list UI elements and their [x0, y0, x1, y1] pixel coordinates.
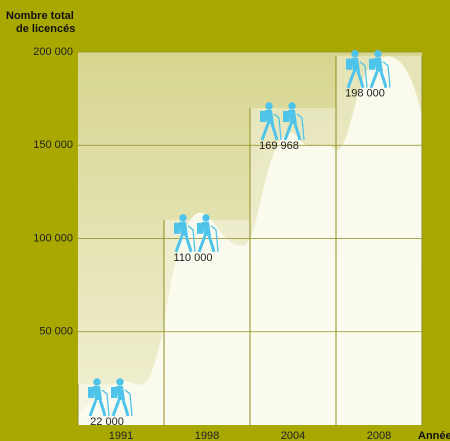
value-label: 110 000: [174, 252, 213, 264]
hiker-pack: [197, 223, 203, 234]
hiker-pack: [111, 387, 117, 398]
y-tick-label: 200 000: [33, 46, 73, 58]
hiker-head: [94, 379, 100, 385]
hiker-head: [266, 103, 272, 109]
y-tick-label: 150 000: [33, 139, 73, 151]
hiker-head: [180, 215, 186, 221]
hiker-head: [375, 51, 381, 57]
value-label: 198 000: [345, 88, 385, 100]
y-tick-label: 50 000: [39, 326, 73, 338]
hiker-head: [203, 215, 209, 221]
x-tick-label: 1991: [109, 430, 133, 441]
hiker-pack: [346, 59, 352, 70]
hiker-head: [352, 51, 358, 57]
value-label: 22 000: [90, 416, 124, 428]
hiker-pack: [174, 223, 180, 234]
y-axis-title: Nombre total: [6, 10, 74, 22]
x-axis-title: Année: [418, 430, 450, 441]
y-tick-label: 100 000: [33, 232, 73, 244]
value-label: 169 968: [259, 140, 299, 152]
x-tick-label: 2004: [281, 430, 305, 441]
hiker-pack: [260, 111, 266, 122]
x-tick-label: 1998: [195, 430, 219, 441]
hiker-head: [289, 103, 295, 109]
chart: Nombre total de licencés Année 50 000 100…: [0, 0, 450, 441]
x-tick-label: 2008: [367, 430, 391, 441]
hiker-pack: [88, 387, 94, 398]
page: {"chart_data": {"type": "bar", "y_axis_l…: [0, 0, 450, 441]
hiker-pack: [283, 111, 289, 122]
y-axis-title: de licencés: [16, 23, 75, 35]
hiker-head: [117, 379, 123, 385]
hiker-pack: [369, 59, 375, 70]
